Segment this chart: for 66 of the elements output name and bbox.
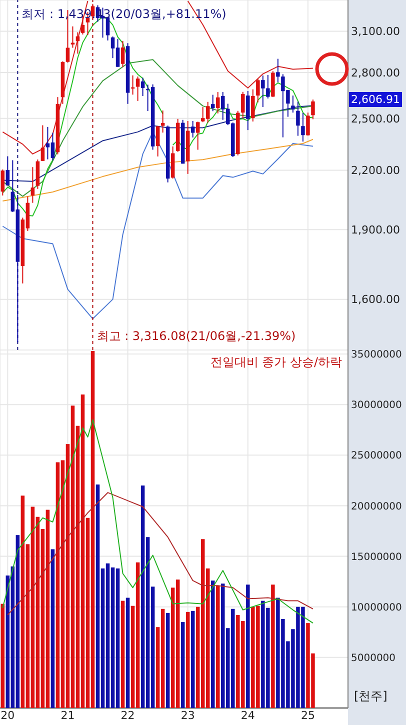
candlestick (296, 101, 300, 136)
bar (180, 622, 185, 708)
candlestick (251, 88, 255, 122)
line-series (7, 492, 314, 616)
bar (120, 600, 125, 708)
candlestick (40, 124, 45, 162)
bar (166, 612, 170, 708)
candlestick (160, 110, 165, 134)
y-tick-label: 2,500.00 (351, 112, 400, 126)
candlestick (306, 112, 310, 136)
candlestick (30, 166, 35, 204)
candlestick (216, 92, 220, 114)
candlestick (241, 91, 245, 119)
candlestick (120, 40, 125, 68)
ref-line-label: 최고 : 3,316.08(21/06월,-21.39%) (96, 328, 296, 345)
bar (210, 580, 215, 708)
bar (271, 584, 275, 708)
x-tick-label: 21 (60, 709, 75, 722)
candlestick (271, 70, 275, 98)
candlestick (6, 156, 10, 186)
candlestick (246, 90, 250, 131)
y-tick-label: 25000000 (351, 450, 402, 462)
y-tick-label: 2,200.00 (351, 164, 400, 178)
annotation: 전일대비 종가 상승/하락 (210, 354, 342, 371)
y-axis-title: [천주] (354, 688, 388, 705)
x-tick-label: 22 (120, 709, 135, 722)
candlestick (196, 121, 200, 150)
x-tick-label: 23 (180, 709, 195, 722)
candlestick (266, 74, 270, 99)
y-tick-label: 20000000 (351, 501, 402, 512)
line-series (2, 138, 314, 202)
candlestick (261, 75, 265, 108)
candlestick (156, 125, 160, 157)
candlestick (136, 76, 140, 102)
y-tick-label: 2,800.00 (351, 66, 400, 80)
text: 2,606.91 (349, 92, 402, 108)
bar (50, 549, 55, 708)
y-tick-label: 30000000 (351, 400, 402, 412)
y-tick-label: 3,100.00 (351, 25, 400, 38)
x-tick-label: 25 (300, 709, 315, 722)
y-tick-label: 10000000 (351, 602, 402, 614)
bar (190, 610, 195, 708)
line-series (2, 59, 314, 197)
candlestick (311, 99, 315, 120)
bar (246, 584, 250, 708)
candlestick (276, 58, 280, 83)
bar (0, 604, 5, 708)
bar (216, 586, 220, 708)
candlestick (70, 26, 75, 48)
line-series (2, 419, 314, 624)
y-tick-label: 5000000 (351, 652, 396, 664)
candlestick (301, 112, 305, 142)
y-tick-label: 1,900.00 (351, 224, 400, 237)
candlestick (140, 77, 145, 97)
candlestick (256, 78, 260, 103)
y-tick-label: 15000000 (351, 552, 402, 563)
candlestick (0, 168, 5, 196)
candlestick (210, 94, 215, 112)
x-tick-label: 24 (240, 709, 255, 722)
candlestick (190, 120, 195, 138)
bar (186, 612, 190, 708)
y-tick-label: 1,600.00 (351, 293, 400, 306)
bar (126, 598, 130, 708)
x-tick-label: 20 (0, 709, 15, 722)
y-tick-label: 35000000 (351, 350, 402, 361)
candlestick (291, 95, 295, 114)
